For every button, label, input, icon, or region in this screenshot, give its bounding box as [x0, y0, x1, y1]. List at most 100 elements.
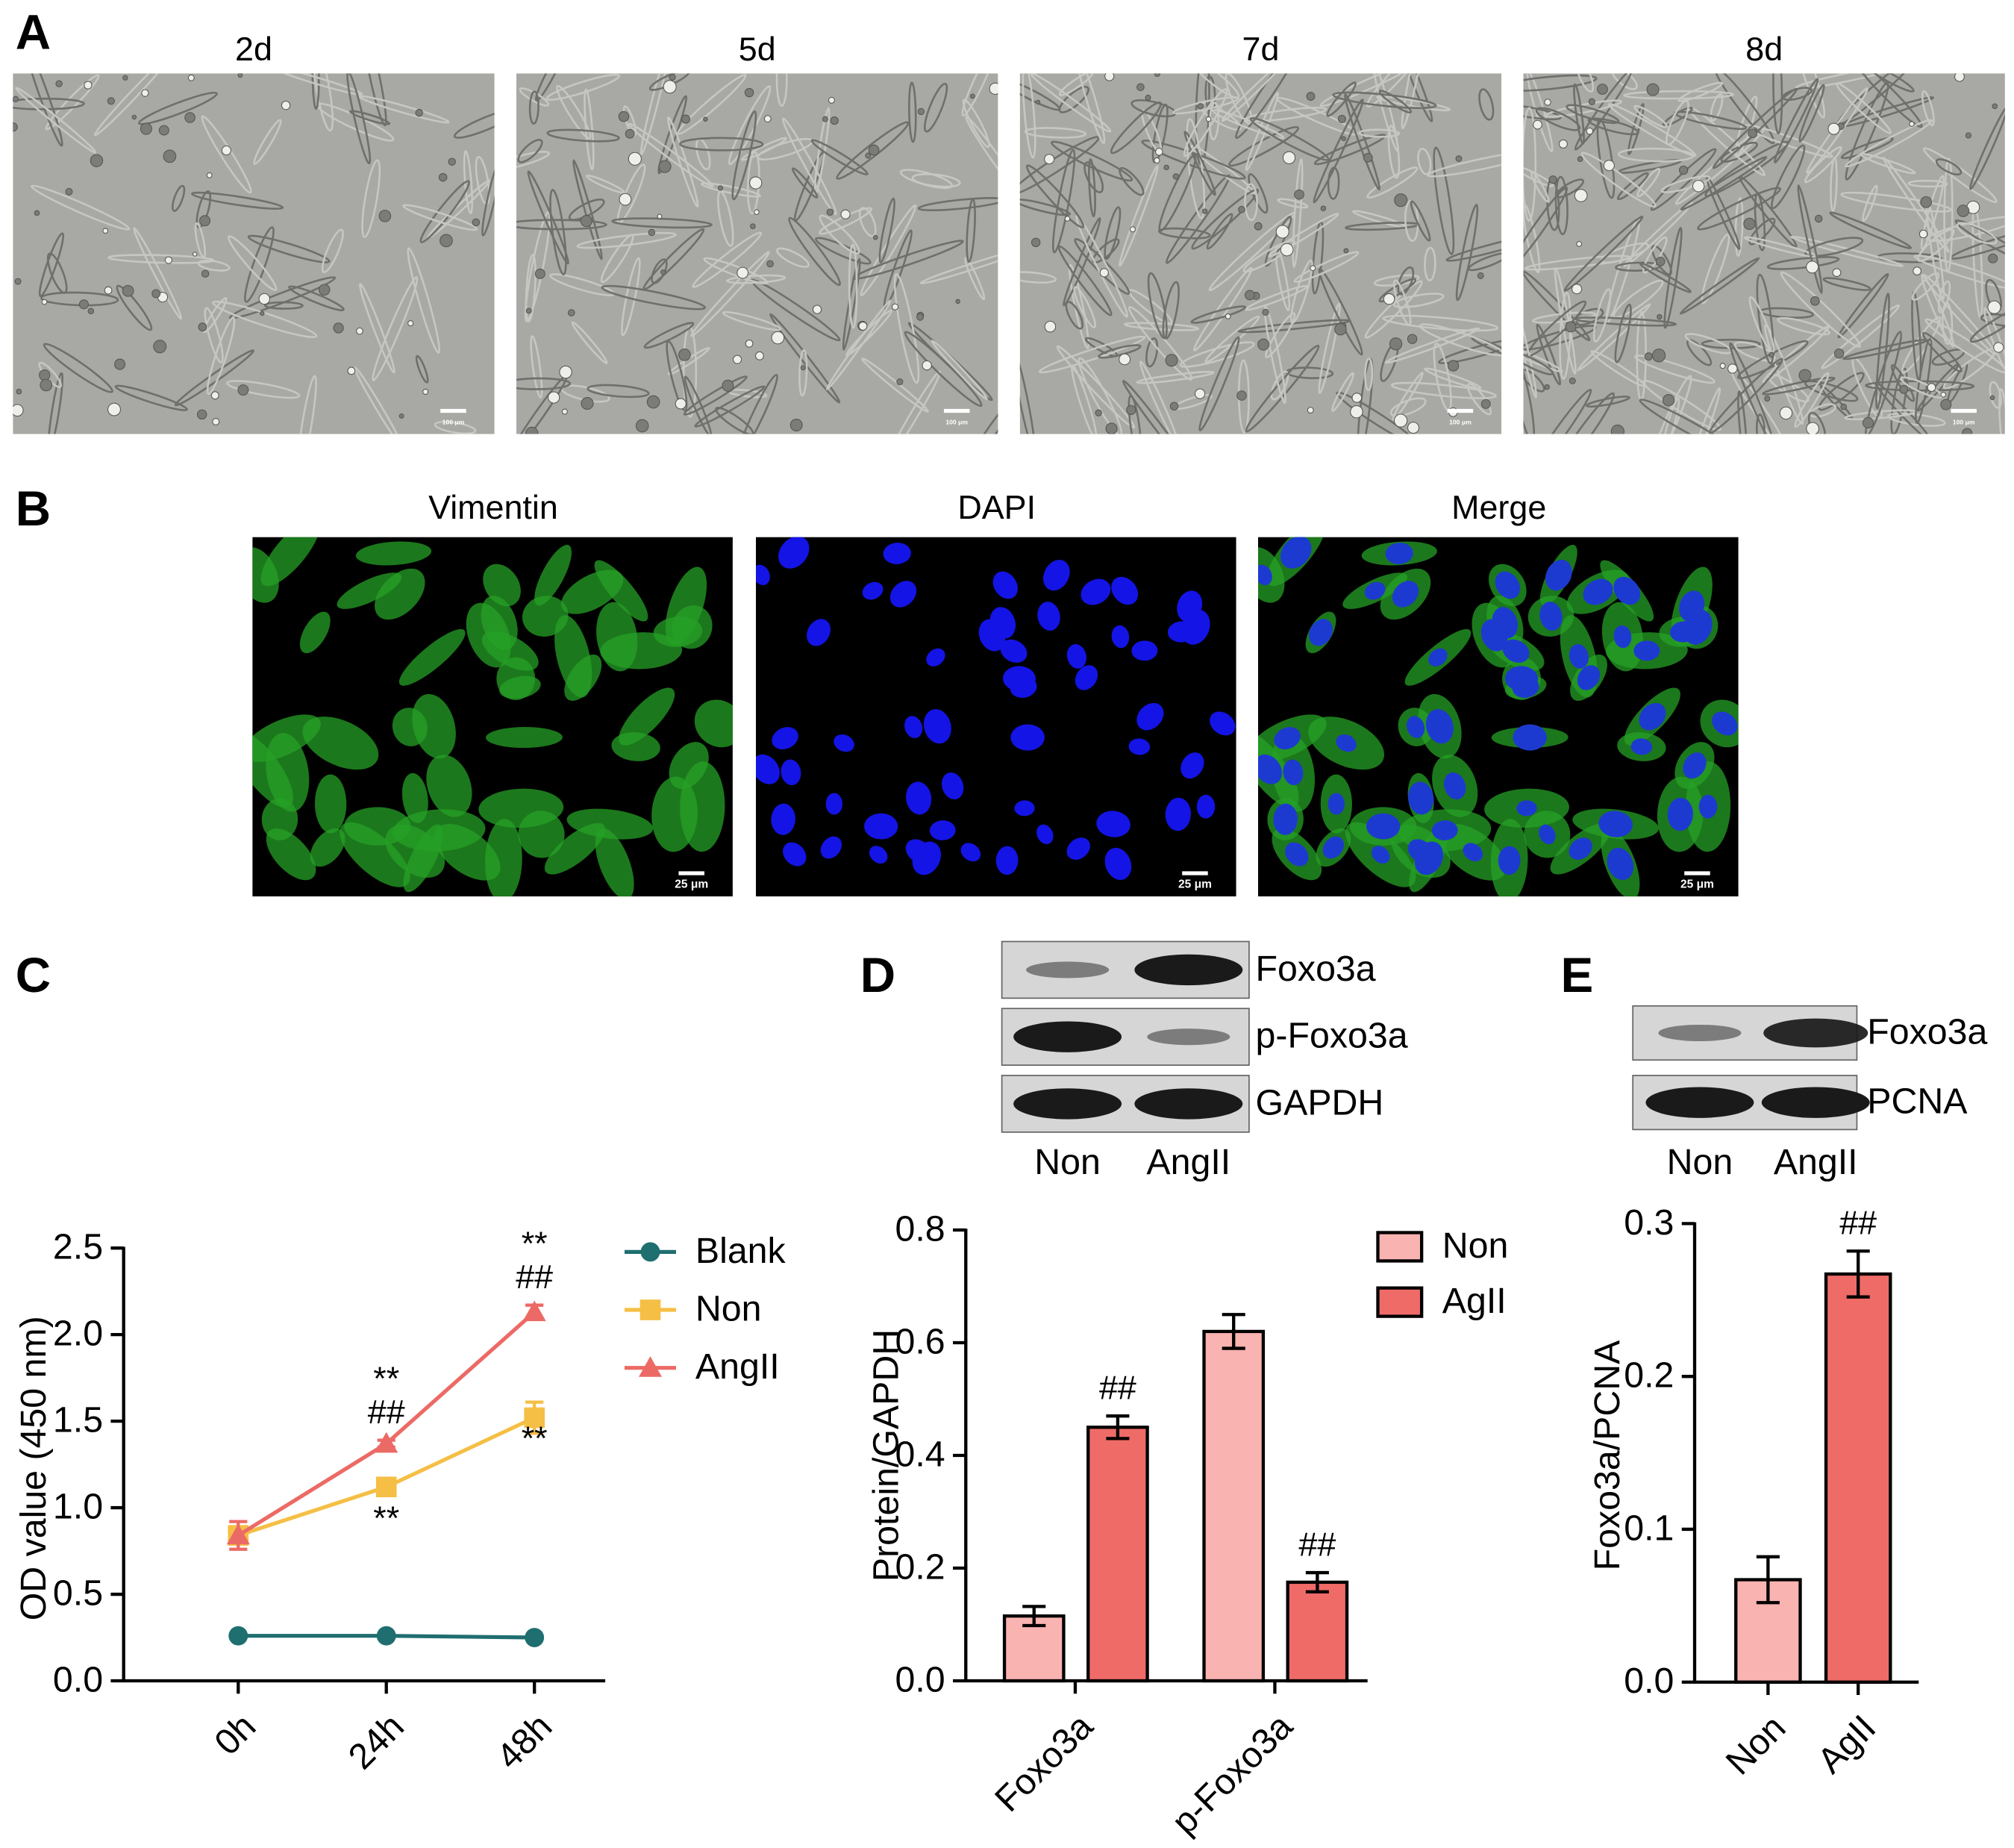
- debris: [635, 419, 649, 433]
- nucleus: [1081, 578, 1111, 605]
- cell: [964, 257, 986, 301]
- nucleus: [1280, 537, 1312, 569]
- debris: [1779, 406, 1793, 420]
- cell: [1968, 106, 2005, 190]
- cell: [1544, 99, 1623, 118]
- nucleus: [929, 820, 956, 840]
- scale-bar-label: 25 μm: [675, 878, 708, 891]
- panel-label: D: [860, 948, 895, 1002]
- debris: [201, 269, 210, 278]
- cytoskeleton: [260, 537, 320, 587]
- debris: [1351, 393, 1363, 403]
- micrograph: 100 μm: [516, 73, 998, 434]
- debris: [922, 360, 932, 371]
- debris: [1918, 229, 1928, 239]
- cell: [1527, 300, 1587, 357]
- cytoskeleton: [481, 596, 518, 650]
- cell: [1183, 131, 1216, 196]
- nucleus: [1498, 846, 1521, 875]
- nucleus: [1274, 727, 1301, 750]
- nucleus: [905, 839, 932, 864]
- nucleus: [1111, 625, 1130, 649]
- cell: [775, 73, 788, 107]
- cell: [1179, 341, 1255, 368]
- cell: [1875, 293, 1890, 410]
- legend-label: Non: [695, 1289, 762, 1329]
- debris: [1577, 156, 1583, 162]
- cell: [556, 84, 592, 140]
- cell: [852, 240, 964, 280]
- nucleus: [825, 793, 843, 815]
- nucleus: [1569, 643, 1589, 669]
- nucleus: [883, 543, 911, 564]
- debris: [1646, 83, 1660, 96]
- cell: [361, 159, 381, 238]
- nucleus: [1010, 724, 1045, 751]
- debris: [822, 116, 828, 122]
- cell: [1419, 323, 1502, 357]
- cell: [1536, 323, 1562, 386]
- nucleus: [1364, 581, 1386, 600]
- debris: [750, 223, 756, 230]
- image-title: DAPI: [957, 488, 1036, 526]
- cell: [226, 380, 301, 399]
- cell: [860, 204, 917, 296]
- debris: [34, 210, 40, 216]
- micrograph-content: [516, 73, 998, 434]
- cell: [296, 375, 317, 434]
- cell: [1104, 206, 1122, 260]
- cell: [525, 254, 537, 322]
- debris: [745, 339, 754, 348]
- cell: [1921, 90, 1935, 127]
- cell: [1554, 175, 1569, 235]
- cell: [1263, 305, 1286, 405]
- data-point: [375, 1432, 398, 1453]
- debris: [1238, 205, 1245, 213]
- debris: [1544, 99, 1551, 106]
- debris: [1154, 73, 1160, 78]
- image-title: 2d: [235, 30, 272, 68]
- debris: [1954, 73, 1965, 82]
- cell: [191, 191, 284, 210]
- blot-band: [1134, 1088, 1243, 1120]
- cell: [1913, 254, 2005, 290]
- cell: [481, 161, 495, 237]
- cell: [204, 307, 224, 363]
- cell: [1890, 367, 1908, 434]
- debris: [917, 107, 925, 116]
- debris: [1574, 189, 1588, 202]
- cell: [1623, 90, 1734, 100]
- cell: [679, 137, 764, 152]
- cell: [1792, 73, 1826, 119]
- debris: [1334, 322, 1347, 336]
- cell: [1387, 125, 1401, 179]
- cell: [358, 95, 450, 124]
- nucleus: [755, 754, 780, 784]
- debris: [114, 358, 126, 370]
- cell: [47, 372, 63, 434]
- cell: [1313, 134, 1386, 166]
- debris: [104, 286, 113, 295]
- debris: [1095, 409, 1102, 416]
- cell: [1401, 73, 1433, 122]
- cell: [1364, 280, 1423, 339]
- cell: [572, 159, 603, 260]
- debris: [187, 74, 195, 81]
- debris: [192, 252, 198, 257]
- debris: [1655, 256, 1666, 266]
- cell: [1821, 304, 1901, 369]
- debris: [754, 209, 760, 215]
- panel-label: C: [16, 948, 51, 1002]
- nucleus: [1336, 734, 1357, 752]
- cell: [1165, 174, 1230, 264]
- debris: [1814, 214, 1823, 223]
- debris: [1748, 128, 1757, 138]
- cell: [1025, 164, 1085, 228]
- cell: [1245, 284, 1309, 311]
- nucleus: [1512, 676, 1539, 699]
- nucleus: [1371, 846, 1390, 864]
- blot-row-label: Foxo3a: [1256, 949, 1376, 989]
- cell: [792, 167, 819, 199]
- cell: [887, 370, 941, 434]
